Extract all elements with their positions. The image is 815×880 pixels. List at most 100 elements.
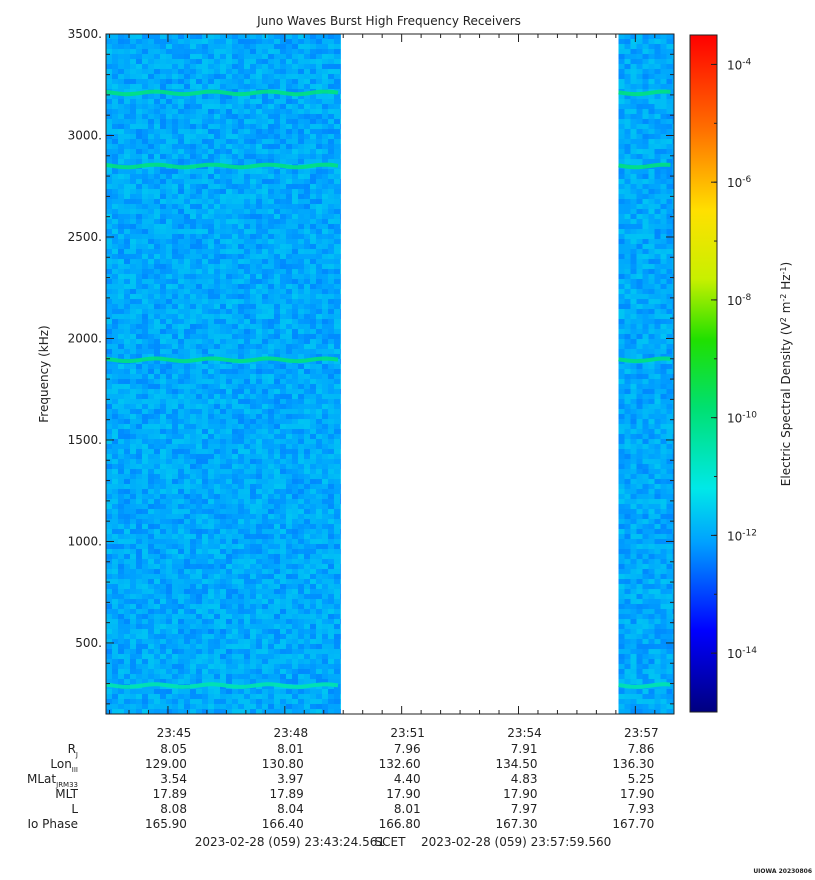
spectrogram-cell bbox=[274, 609, 281, 615]
spectrogram-cell bbox=[202, 144, 209, 150]
spectrogram-cell bbox=[304, 304, 311, 310]
spectrogram-cell bbox=[202, 534, 209, 540]
spectrogram-cell bbox=[322, 209, 329, 215]
spectrogram-cell bbox=[316, 344, 323, 350]
spectrogram-cell bbox=[274, 414, 281, 420]
spectrogram-cell bbox=[280, 674, 287, 680]
spectrogram-cell bbox=[292, 289, 299, 295]
spectrogram-cell bbox=[154, 469, 161, 475]
spectrogram-cell bbox=[154, 304, 161, 310]
spectrogram-cell bbox=[280, 309, 287, 315]
spectrogram-cell bbox=[148, 174, 155, 180]
spectrogram-cell bbox=[142, 604, 149, 610]
spectrogram-cell bbox=[124, 689, 131, 695]
spectrogram-cell bbox=[124, 174, 131, 180]
spectrogram-cell bbox=[232, 204, 239, 210]
spectrogram-cell bbox=[196, 689, 203, 695]
spectrogram-cell bbox=[124, 34, 131, 40]
spectrogram-cell bbox=[124, 229, 131, 235]
spectrogram-cell bbox=[124, 59, 131, 65]
spectrogram-cell bbox=[148, 384, 155, 390]
spectrogram-cell bbox=[208, 674, 215, 680]
spectrogram-cell bbox=[274, 364, 281, 370]
spectrogram-cell bbox=[196, 229, 203, 235]
spectrogram-cell bbox=[190, 509, 197, 515]
spectrogram-cell bbox=[262, 234, 269, 240]
spectrogram-cell bbox=[250, 154, 257, 160]
spectrogram-cell bbox=[130, 44, 137, 50]
spectrogram-cell bbox=[142, 479, 149, 485]
spectrogram-cell bbox=[208, 694, 215, 700]
spectrogram-cell bbox=[286, 204, 293, 210]
spectrogram-cell bbox=[304, 579, 311, 585]
spectrogram-cell bbox=[226, 144, 233, 150]
spectrogram-cell bbox=[136, 679, 143, 685]
spectrogram-cell bbox=[232, 509, 239, 515]
spectrogram-cell bbox=[136, 654, 143, 660]
spectrogram-cell bbox=[148, 699, 155, 705]
spectrogram-cell bbox=[298, 454, 305, 460]
spectrogram-cell bbox=[184, 234, 191, 240]
spectrogram-cell bbox=[178, 174, 185, 180]
spectrogram-cell bbox=[268, 389, 275, 395]
spectrogram-cell bbox=[322, 94, 329, 100]
spectrogram-cell bbox=[202, 354, 209, 360]
spectrogram-cell bbox=[274, 184, 281, 190]
spectrogram-cell bbox=[172, 74, 179, 80]
spectrogram-cell bbox=[232, 664, 239, 670]
spectrogram-cell bbox=[214, 579, 221, 585]
spectrogram-cell bbox=[184, 584, 191, 590]
spectrogram-cell bbox=[214, 64, 221, 70]
spectrogram-cell bbox=[226, 304, 233, 310]
spectrogram-cell bbox=[214, 409, 221, 415]
spectrogram-cell bbox=[250, 554, 257, 560]
spectrogram-cell bbox=[238, 199, 245, 205]
spectrogram-cell bbox=[304, 409, 311, 415]
spectrogram-cell bbox=[304, 69, 311, 75]
spectrogram-cell bbox=[280, 389, 287, 395]
spectrogram-cell bbox=[268, 214, 275, 220]
spectrogram-cell bbox=[274, 54, 281, 60]
spectrogram-cell bbox=[238, 109, 245, 115]
spectrogram-cell bbox=[106, 549, 113, 555]
spectrogram-cell bbox=[196, 269, 203, 275]
spectrogram-cell bbox=[124, 344, 131, 350]
spectrogram-cell bbox=[202, 374, 209, 380]
spectrogram-cell bbox=[304, 129, 311, 135]
spectrogram-cell bbox=[322, 304, 329, 310]
spectrogram-cell bbox=[280, 124, 287, 130]
spectrogram-cell bbox=[130, 694, 137, 700]
spectrogram-cell bbox=[184, 394, 191, 400]
spectrogram-cell bbox=[244, 434, 251, 440]
spectrogram-cell bbox=[232, 559, 239, 565]
spectrogram-cell bbox=[154, 314, 161, 320]
spectrogram-cell bbox=[304, 589, 311, 595]
spectrogram-cell bbox=[310, 559, 317, 565]
spectrogram-cell bbox=[142, 599, 149, 605]
spectrogram-cell bbox=[148, 499, 155, 505]
spectrogram-cell bbox=[118, 534, 125, 540]
spectrogram-cell bbox=[208, 274, 215, 280]
spectrogram-cell bbox=[142, 514, 149, 520]
spectrogram-cell bbox=[142, 644, 149, 650]
spectrogram-cell bbox=[250, 64, 257, 70]
spectrogram-cell bbox=[292, 344, 299, 350]
spectrogram-cell bbox=[280, 324, 287, 330]
spectrogram-cell bbox=[106, 79, 113, 85]
spectrogram-cell bbox=[238, 464, 245, 470]
spectrogram-cell bbox=[310, 379, 317, 385]
spectrogram-cell bbox=[106, 224, 113, 230]
spectrogram-cell bbox=[166, 569, 173, 575]
spectrogram-cell bbox=[280, 659, 287, 665]
spectrogram-cell bbox=[124, 544, 131, 550]
spectrogram-cell bbox=[214, 569, 221, 575]
spectrogram-cell bbox=[148, 279, 155, 285]
spectrogram-cell bbox=[310, 199, 317, 205]
spectrogram-cell bbox=[166, 654, 173, 660]
spectrogram-cell bbox=[304, 379, 311, 385]
spectrogram-cell bbox=[130, 354, 137, 360]
spectrogram-cell bbox=[178, 654, 185, 660]
spectrogram-cell bbox=[244, 654, 251, 660]
spectrogram-cell bbox=[112, 604, 119, 610]
spectrogram-cell bbox=[232, 434, 239, 440]
